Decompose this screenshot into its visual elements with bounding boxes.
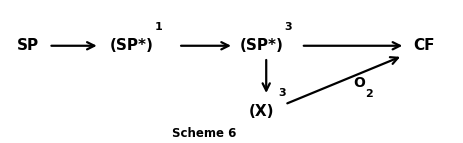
Text: 2: 2 bbox=[365, 89, 373, 99]
Text: 3: 3 bbox=[279, 88, 286, 98]
Text: (SP*): (SP*) bbox=[110, 38, 154, 53]
Text: 3: 3 bbox=[285, 22, 292, 32]
Text: (SP*): (SP*) bbox=[240, 38, 283, 53]
Text: (X): (X) bbox=[249, 104, 275, 119]
Text: SP: SP bbox=[17, 38, 39, 53]
Text: CF: CF bbox=[413, 38, 434, 53]
Text: Scheme 6: Scheme 6 bbox=[171, 127, 236, 140]
Text: 1: 1 bbox=[155, 22, 163, 32]
Text: O: O bbox=[353, 76, 365, 90]
